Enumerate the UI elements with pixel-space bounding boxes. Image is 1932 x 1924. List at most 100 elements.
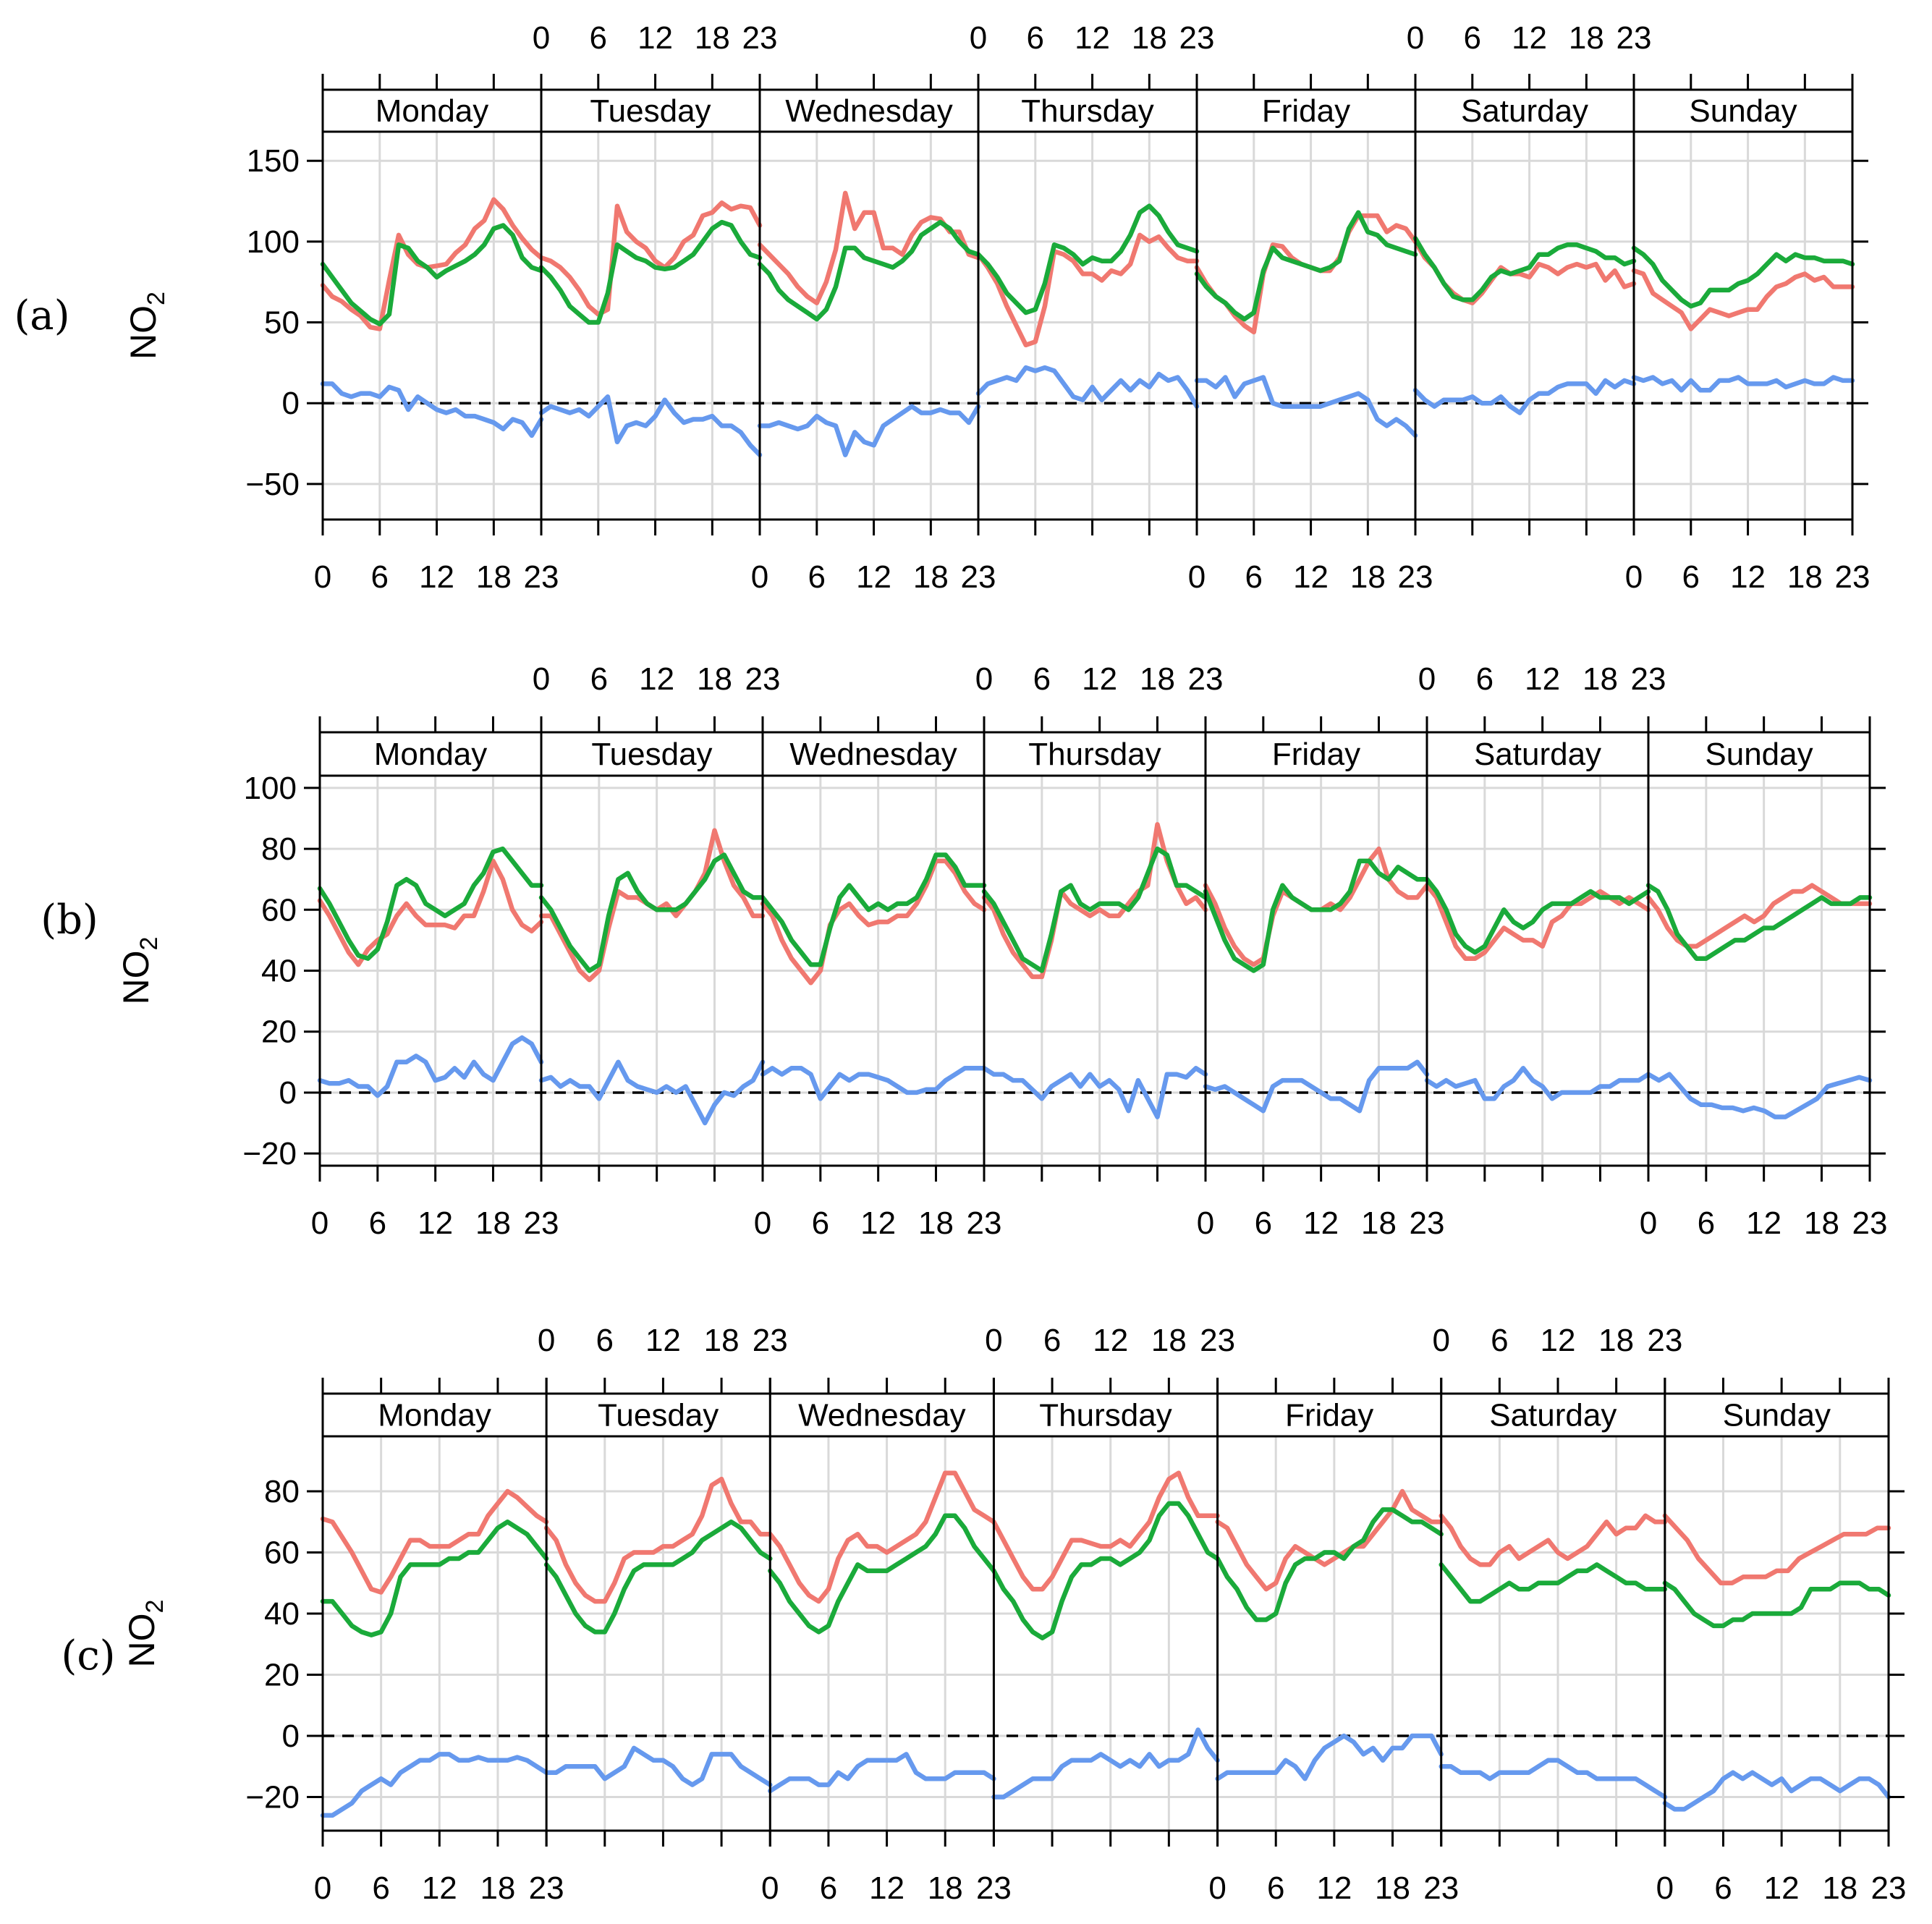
x-tick-label-bottom: 18 <box>1822 1870 1857 1906</box>
series-blue <box>317 1035 1873 1126</box>
x-tick-label-bottom: 12 <box>422 1870 457 1906</box>
series-green <box>317 846 1873 973</box>
green-line-tuesday <box>538 852 766 973</box>
blue-line-monday <box>320 1752 549 1818</box>
y-tick-label: 20 <box>261 1014 297 1050</box>
series-red <box>320 190 1855 348</box>
x-tick-label-bottom: 18 <box>1787 559 1823 595</box>
x-tick-label-bottom: 0 <box>761 1870 779 1906</box>
y-axis-label-main: NO <box>116 950 156 1004</box>
x-tick-label-bottom: 12 <box>418 1205 453 1241</box>
blue-line-thursday <box>981 1066 1208 1119</box>
x-tick-label-top: 6 <box>596 1323 614 1358</box>
y-axis-label: NO2 <box>122 1600 169 1668</box>
y-tick-label: 60 <box>264 1535 300 1571</box>
green-line-saturday <box>1439 1562 1668 1604</box>
x-tick-label-bottom: 0 <box>314 559 331 595</box>
x-tick-label-top: 6 <box>590 661 608 697</box>
x-tick-label-top: 23 <box>1647 1323 1682 1358</box>
x-tick-label-bottom: 23 <box>524 1205 559 1241</box>
x-tick-label-top: 12 <box>1541 1323 1576 1358</box>
blue-line-wednesday <box>760 1066 987 1101</box>
x-tick-label-bottom: 12 <box>860 1205 896 1241</box>
x-tick-label-bottom: 6 <box>812 1205 829 1241</box>
day-label-friday: Friday <box>1262 93 1350 129</box>
y-tick-label: −20 <box>245 1780 300 1815</box>
x-tick-label-top: 18 <box>1598 1323 1634 1358</box>
y-axis-label-main: NO <box>123 305 164 360</box>
red-line-wednesday <box>760 858 987 986</box>
green-line-friday <box>1215 1507 1444 1622</box>
grid-lines <box>320 776 1870 1166</box>
x-tick-label-top: 0 <box>533 661 550 697</box>
red-line-friday <box>1215 1488 1444 1592</box>
y-tick-label: 40 <box>261 954 297 989</box>
x-tick-label-top: 0 <box>533 20 550 56</box>
x-tick-label-bottom: 6 <box>1714 1870 1732 1906</box>
y-tick-label: 80 <box>261 831 297 867</box>
x-tick-label-top: 0 <box>538 1323 555 1358</box>
x-tick-label-bottom: 0 <box>1188 559 1206 595</box>
x-tick-label-bottom: 0 <box>311 1205 329 1241</box>
red-line-thursday <box>975 232 1200 348</box>
x-tick-label-bottom: 23 <box>529 1870 564 1906</box>
grid-lines <box>323 132 1852 520</box>
x-tick-label-top: 18 <box>1151 1323 1187 1358</box>
y-tick-label: 40 <box>264 1596 300 1632</box>
blue-line-friday <box>1215 1733 1444 1781</box>
x-tick-label-bottom: 23 <box>524 559 559 595</box>
day-label-tuesday: Tuesday <box>590 93 711 129</box>
green-line-wednesday <box>760 852 987 967</box>
green-line-friday <box>1203 858 1430 973</box>
blue-line-thursday <box>991 1727 1220 1800</box>
x-tick-label-bottom: 0 <box>1197 1205 1214 1241</box>
series-green <box>320 203 1855 327</box>
series-blue <box>320 1727 1891 1818</box>
x-tick-label-top: 6 <box>1043 1323 1061 1358</box>
green-line-saturday <box>1424 876 1651 955</box>
x-tick-label-bottom: 18 <box>918 1205 954 1241</box>
blue-line-thursday <box>975 365 1200 409</box>
x-tick-label-bottom: 12 <box>856 559 891 595</box>
red-line-wednesday <box>768 1470 996 1604</box>
blue-line-sunday <box>1662 1770 1891 1812</box>
y-tick-label: 150 <box>247 143 300 179</box>
x-tick-label-bottom: 18 <box>913 559 949 595</box>
x-tick-label-top: 0 <box>1432 1323 1449 1358</box>
x-tick-label-top: 18 <box>1583 661 1618 697</box>
panel-1: Monday Tuesday Wednesday Thursday Friday Satu… <box>14 20 1870 595</box>
x-tick-label-top: 6 <box>1491 1323 1508 1358</box>
green-line-thursday <box>991 1501 1220 1641</box>
y-tick-label: 80 <box>264 1474 300 1509</box>
y-axis-label-main: NO <box>122 1613 162 1667</box>
x-tick-label-bottom: 6 <box>372 1870 389 1906</box>
series-blue <box>320 365 1855 457</box>
x-tick-label-bottom: 23 <box>967 1205 1002 1241</box>
x-tick-label-top: 6 <box>1027 20 1044 56</box>
x-tick-label-top: 18 <box>697 661 732 697</box>
x-tick-label-top: 18 <box>695 20 730 56</box>
day-label-sunday: Sunday <box>1689 93 1797 129</box>
green-line-wednesday <box>768 1513 996 1635</box>
x-tick-label-bottom: 0 <box>1625 559 1643 595</box>
blue-line-saturday <box>1424 1066 1651 1101</box>
blue-line-tuesday <box>538 394 763 457</box>
x-tick-label-bottom: 6 <box>1698 1205 1715 1241</box>
y-tick-label: −20 <box>242 1136 297 1171</box>
red-line-monday <box>320 197 544 331</box>
x-tick-label-top: 18 <box>1132 20 1167 56</box>
day-label-tuesday: Tuesday <box>598 1398 719 1433</box>
panel-3: Monday Tuesday Wednesday Thursday Friday Satu… <box>61 1323 1906 1906</box>
x-tick-label-bottom: 0 <box>1208 1870 1226 1906</box>
panel-label: (a) <box>14 292 69 339</box>
red-line-sunday <box>1631 268 1855 331</box>
x-tick-label-bottom: 18 <box>928 1870 963 1906</box>
green-line-friday <box>1194 210 1418 322</box>
green-line-tuesday <box>538 219 763 325</box>
x-tick-label-bottom: 6 <box>820 1870 837 1906</box>
x-tick-label-top: 23 <box>1631 661 1666 697</box>
x-tick-label-bottom: 12 <box>1293 559 1329 595</box>
x-tick-label-bottom: 12 <box>419 559 454 595</box>
green-line-monday <box>320 223 544 327</box>
red-line-sunday <box>1662 1513 1891 1586</box>
